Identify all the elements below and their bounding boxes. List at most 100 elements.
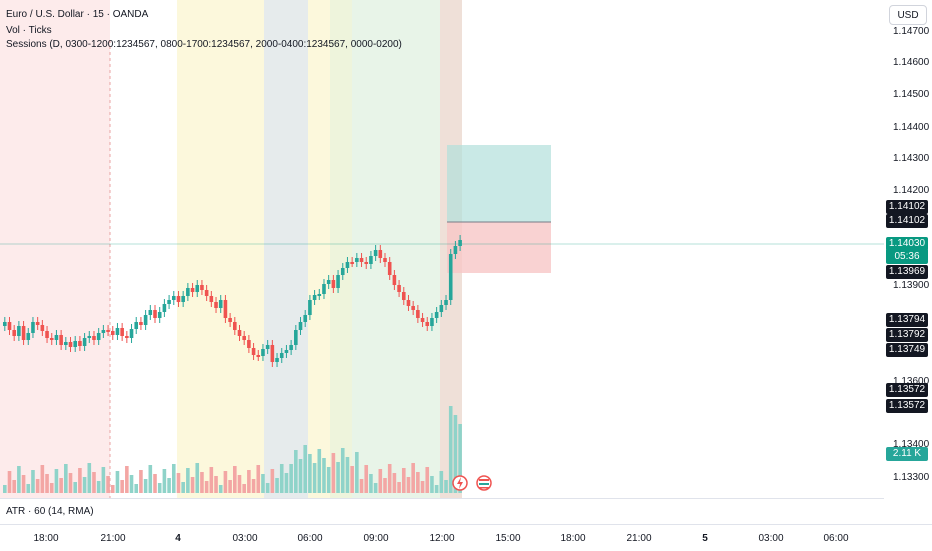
- time-tick-label: 12:00: [429, 533, 455, 544]
- candle-body: [256, 355, 261, 357]
- volume-bar: [416, 472, 420, 493]
- price-tag: 1.14102: [886, 200, 928, 214]
- candle-body: [444, 300, 448, 305]
- candle-body: [270, 345, 275, 362]
- candle-body: [261, 349, 265, 356]
- volume-bar: [3, 485, 7, 493]
- price-chart[interactable]: [0, 0, 884, 498]
- volume-bar: [326, 467, 331, 493]
- candle-body: [406, 300, 411, 306]
- candle-body: [157, 312, 162, 318]
- volume-bar: [233, 466, 237, 493]
- volume-bar: [49, 483, 54, 493]
- candle-body: [209, 296, 214, 302]
- volume-bar: [308, 454, 312, 493]
- volume-bar: [364, 465, 369, 493]
- candle-body: [3, 322, 7, 326]
- candle-body: [49, 338, 54, 340]
- volume-bar: [106, 476, 110, 493]
- atr-indicator-label[interactable]: ATR · 60 (14, RMA): [6, 506, 94, 517]
- volume-bar: [26, 484, 31, 493]
- candle-body: [355, 258, 359, 262]
- volume-bar: [162, 469, 167, 493]
- sessions-indicator-label[interactable]: Sessions (D, 0300-1200:1234567, 0800-170…: [6, 39, 402, 50]
- candle-body: [420, 318, 425, 322]
- volume-bar: [336, 462, 340, 493]
- candle-body: [139, 322, 143, 325]
- volume-bar: [270, 469, 275, 493]
- candle-body: [308, 300, 312, 315]
- candle-body: [125, 336, 129, 338]
- candle-body: [373, 250, 378, 256]
- price-tag: 1.13572: [886, 399, 928, 413]
- time-tick-label: 06:00: [823, 533, 849, 544]
- volume-bar: [279, 464, 284, 493]
- candle-body: [181, 296, 185, 302]
- candle-body: [392, 275, 397, 285]
- candle-body: [204, 290, 209, 296]
- candle-body: [425, 322, 430, 326]
- candle-body: [186, 288, 190, 296]
- currency-button[interactable]: USD: [889, 5, 927, 25]
- time-tick-label: 4: [175, 533, 181, 544]
- session-bg-asia: [0, 0, 110, 498]
- volume-bar: [247, 470, 251, 493]
- volume-bar: [411, 463, 415, 493]
- volume-bar: [45, 474, 49, 493]
- price-tick-label: 1.14600: [893, 57, 930, 68]
- flag-event-icon[interactable]: [476, 475, 492, 491]
- stop-loss-zone[interactable]: [447, 222, 551, 273]
- candle-body: [96, 333, 101, 340]
- volume-bar: [256, 465, 261, 493]
- price-tag: 1.13794: [886, 313, 928, 327]
- price-axis[interactable]: 1.14700 1.14600 1.14500 1.14400 1.14300 1.142…: [884, 0, 932, 498]
- volume-bar: [204, 481, 209, 493]
- candle-body: [430, 318, 434, 326]
- time-axis[interactable]: 18:00 21:00 4 03:00 06:00 09:00 12:00 15:00 18:0…: [0, 524, 932, 551]
- volume-bar: [439, 471, 444, 493]
- price-tag: 1.13792: [886, 328, 928, 342]
- session-bg-ny: [352, 0, 440, 498]
- volume-bar: [294, 450, 298, 493]
- candle-body: [312, 295, 317, 300]
- candle-body: [378, 250, 383, 258]
- volume-bar: [17, 466, 21, 493]
- volume-bar: [359, 479, 364, 493]
- volume-bar: [425, 467, 430, 493]
- price-tick-label: 1.14700: [893, 26, 930, 37]
- chart-area[interactable]: Euro / U.S. Dollar · 15 · OANDA Vol · Ti…: [0, 0, 884, 498]
- volume-bar: [195, 463, 200, 493]
- candle-body: [190, 288, 195, 292]
- session-bg-ny-overlap: [330, 0, 352, 498]
- take-profit-zone[interactable]: [447, 145, 551, 222]
- symbol-title[interactable]: Euro / U.S. Dollar · 15 · OANDA: [6, 9, 149, 20]
- price-tag: 1.14030: [886, 237, 928, 251]
- candle-body: [336, 275, 340, 288]
- volume-bar: [387, 464, 392, 493]
- flash-event-icon[interactable]: [452, 475, 468, 491]
- volume-bar: [218, 485, 223, 493]
- atr-pane[interactable]: ATR · 60 (14, RMA): [0, 498, 884, 525]
- volume-bar: [64, 464, 68, 493]
- candle-body: [326, 280, 331, 284]
- candle-body: [345, 262, 350, 268]
- volume-bar: [401, 468, 406, 493]
- price-tag: 1.13969: [886, 265, 928, 279]
- candle-body: [439, 305, 444, 312]
- volume-bar: [35, 479, 40, 493]
- price-tick-label: 1.14200: [893, 185, 930, 196]
- candle-body: [383, 258, 387, 262]
- candle-body: [35, 322, 40, 325]
- candle-body: [448, 254, 453, 300]
- candle-body: [242, 336, 246, 340]
- volume-bar: [373, 483, 378, 493]
- volume-bar: [78, 468, 82, 493]
- candle-body: [143, 315, 148, 325]
- volume-bar: [420, 481, 425, 493]
- volume-bar: [143, 479, 148, 493]
- volume-bar: [200, 472, 204, 493]
- time-tick-label: 21:00: [626, 533, 652, 544]
- volume-indicator-label[interactable]: Vol · Ticks: [6, 25, 52, 36]
- candle-body: [453, 246, 458, 254]
- session-bg-london2: [308, 0, 330, 498]
